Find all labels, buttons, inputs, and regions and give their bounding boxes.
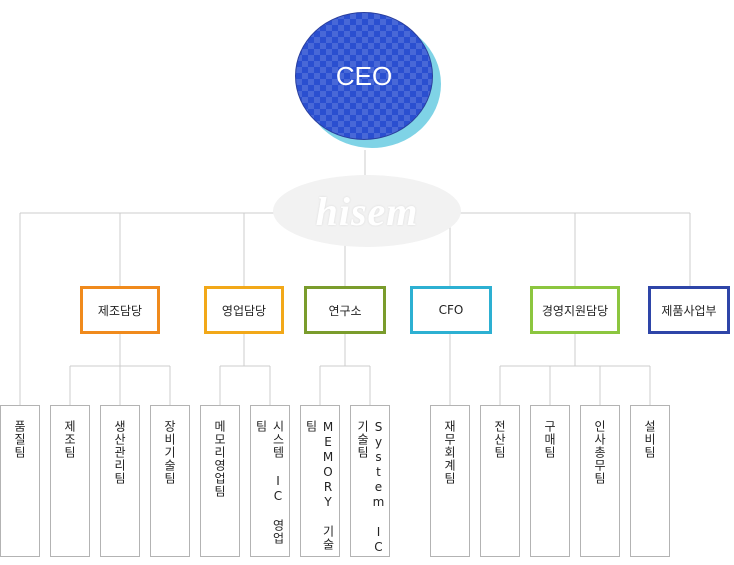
team-label: 생산관리팀 [112,420,127,485]
dept-label: 연구소 [328,303,362,318]
dept-manufacturing: 제조담당 [80,286,160,334]
team-label: 제조팀 [62,420,77,459]
team-box: 제조팀 [50,405,90,557]
team-box: 설비팀 [630,405,670,557]
dept-sales: 영업담당 [204,286,284,334]
ceo-label: CEO [335,60,393,91]
team-box: 전산팀 [480,405,520,557]
team-label: 메모리영업팀 [212,420,227,498]
dept-cfo: CFO [410,286,492,334]
team-box: 품질팀 [0,405,40,557]
ceo-circle: CEO [295,12,433,140]
dept-label: CFO [438,303,464,317]
team-label: 설비팀 [642,420,657,459]
team-box: MEMORY 기술팀 [300,405,340,557]
dept-label: 경영지원담당 [541,303,609,318]
team-label: 전산팀 [492,420,507,459]
team-box: 메모리영업팀 [200,405,240,557]
team-box: 재무회계팀 [430,405,470,557]
team-label: 구매팀 [542,420,557,459]
dept-research: 연구소 [304,286,386,334]
team-label: 장비기술팀 [162,420,177,485]
team-label: 품질팀 [12,420,27,459]
team-box: 생산관리팀 [100,405,140,557]
team-label: 재무회계팀 [442,420,457,485]
watermark-text: hisem [315,188,419,234]
team-box: System IC 기술팀 [350,405,390,557]
dept-product-division: 제품사업부 [648,286,730,334]
team-box: 인사총무팀 [580,405,620,557]
watermark-logo: hisem [273,175,461,247]
team-box: 구매팀 [530,405,570,557]
team-box: 장비기술팀 [150,405,190,557]
team-box: 시스템 IC 영업팀 [250,405,290,557]
dept-label: 영업담당 [221,303,267,318]
dept-management-support: 경영지원담당 [530,286,620,334]
team-label: System IC 기술팀 [355,420,386,555]
team-label: 시스템 IC 영업팀 [254,420,285,545]
dept-label: 제품사업부 [661,303,717,318]
ceo-node: CEO [295,12,445,152]
dept-label: 제조담당 [97,303,143,318]
team-label: MEMORY 기술팀 [304,420,335,551]
team-label: 인사총무팀 [592,420,607,485]
